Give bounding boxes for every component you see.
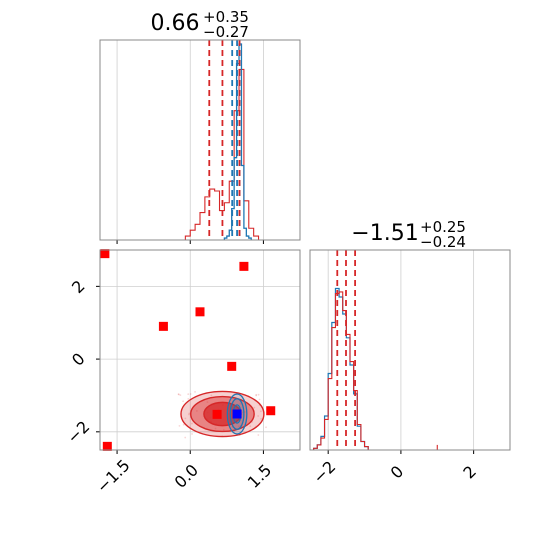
panel-frame [99,249,301,451]
y-tick-label: 0 [68,349,89,370]
panel-hist-param1 [309,249,511,454]
sample-point [257,434,260,436]
x-tick-labels-param1: −2 0 2 [309,457,480,487]
panel-2d-param0-param1 [96,249,301,454]
x-tick-label: −1.5 [93,456,134,497]
marker-red [100,249,110,259]
sample-point [255,394,258,397]
marker-red [266,406,276,416]
marker-red [195,307,205,317]
sample-point [210,394,213,397]
sample-point [257,393,260,396]
series-red-hist [313,291,369,450]
sample-point [195,410,198,412]
sample-point [255,393,258,396]
y-tick-label: 2 [68,276,89,297]
marker-red [212,409,222,419]
sample-point [191,433,193,435]
marker-red [227,361,237,371]
title-param0-plus: +0.35 [203,8,249,26]
sample-point [179,394,182,396]
title-param0-value: 0.66 [151,11,200,36]
y-tick-label: −2 [63,417,93,447]
sample-point [178,424,181,427]
sample-point [241,411,244,414]
x-tick-label: −2 [309,457,339,487]
sample-point [184,436,187,439]
sample-point [187,393,190,396]
y-tick-labels-param1: −2 0 2 [63,276,93,447]
sample-point [258,398,261,401]
x-tick-label: 2 [459,462,480,483]
title-param0-minus: −0.27 [203,23,249,41]
sample-point [191,422,193,425]
marker-red [239,261,249,271]
sample-point [253,406,256,409]
sample-point [177,393,180,396]
panel-hist-param0 [99,39,301,244]
sample-point [239,402,241,405]
marker-red [158,321,168,331]
title-param1: −1.51 +0.25 −0.24 [351,218,466,251]
sample-point [194,390,196,393]
sample-point [184,417,187,420]
sample-point [188,413,190,416]
sample-point [182,400,185,403]
x-tick-labels-param0: −1.5 0.0 1.5 [93,456,276,497]
sample-point [214,427,217,430]
sample-point [206,401,209,403]
marker-red [102,441,112,451]
sample-point [259,410,262,413]
x-tick-label: 0.0 [171,460,202,491]
sample-point [265,426,267,429]
x-tick-label: 1.5 [244,460,275,491]
title-param1-minus: −0.24 [420,233,466,251]
sample-point [182,423,185,426]
title-param1-plus: +0.25 [420,218,466,236]
panel-frame [309,249,511,451]
title-param0: 0.66 +0.35 −0.27 [151,8,249,41]
x-tick-label: 0 [387,462,408,483]
sample-point [188,412,191,415]
series-blue-hist [313,287,369,450]
sample-point [187,398,190,400]
sample-point [257,415,260,417]
sample-point [177,393,180,396]
panel-frame [99,39,301,241]
sample-point [260,417,262,420]
sample-point [238,425,240,428]
sample-point [189,393,192,395]
marker-blue [232,409,242,419]
sample-point [222,428,225,431]
sample-point [249,425,252,428]
title-param1-value: −1.51 [351,221,418,246]
